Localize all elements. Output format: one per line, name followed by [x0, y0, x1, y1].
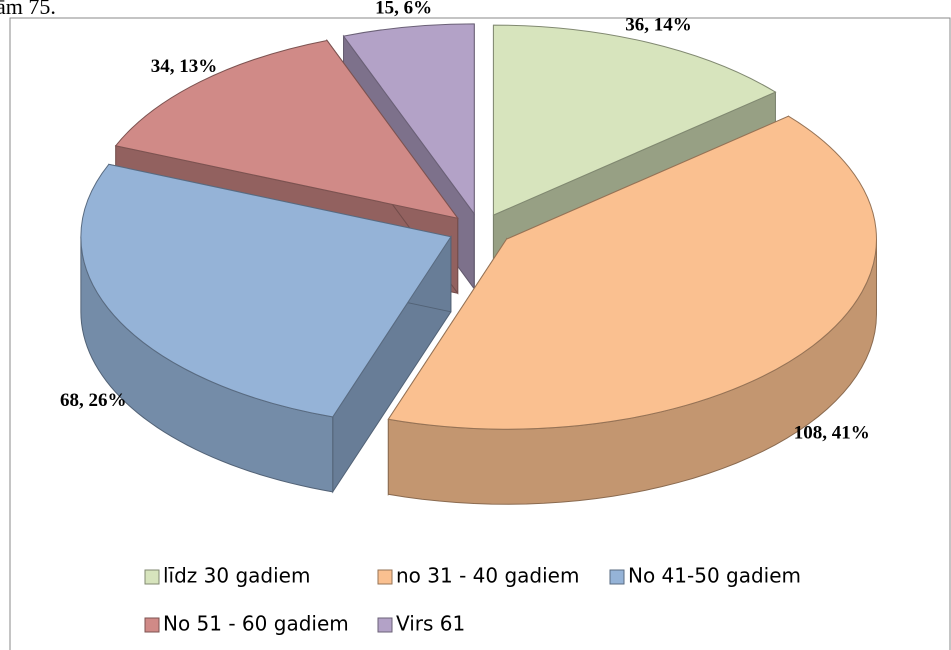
- legend-swatch: [377, 617, 393, 633]
- data-label: 36, 14%: [625, 14, 692, 35]
- legend-swatch: [377, 569, 393, 585]
- legend-swatch: [144, 569, 160, 585]
- pie-slice: [387, 115, 877, 430]
- pie-slice: [342, 23, 475, 216]
- slice: [80, 163, 452, 494]
- pie-slice: [80, 163, 452, 418]
- legend-swatch: [144, 617, 160, 633]
- legend-label: no 31 - 40 gadiem: [396, 564, 579, 588]
- pie: [80, 23, 877, 505]
- caption: ām 75.: [0, 0, 56, 19]
- data-label: 34, 13%: [151, 56, 218, 77]
- data-label: 15, 6%: [375, 0, 432, 19]
- data-label: 108, 41%: [794, 422, 870, 443]
- pie-slice: [492, 24, 777, 216]
- legend-swatch: [609, 569, 625, 585]
- legend-label: No 51 - 60 gadiem: [163, 612, 349, 636]
- legend-label: No 41-50 gadiem: [628, 564, 801, 588]
- slice: [387, 115, 877, 505]
- data-label: 68, 26%: [60, 390, 127, 411]
- legend-label: Virs 61: [396, 612, 465, 636]
- pie-slice: [114, 39, 459, 219]
- legend-label: līdz 30 gadiem: [163, 564, 310, 588]
